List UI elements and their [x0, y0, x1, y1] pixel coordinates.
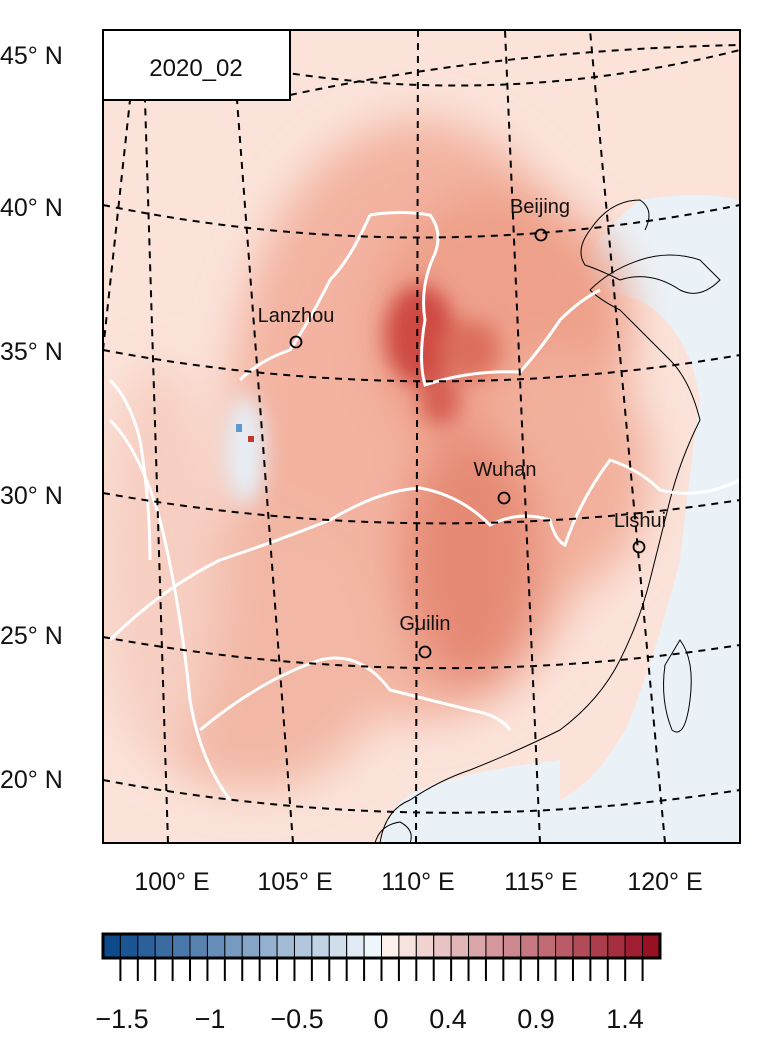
sea-area-south — [380, 760, 560, 843]
anomaly-cell — [248, 436, 254, 442]
sea-area — [560, 195, 740, 843]
coastline — [379, 199, 721, 843]
colorbar-bin — [206, 933, 226, 959]
city-label: Beijing — [510, 196, 570, 218]
hainan-island — [374, 821, 412, 843]
lat-label: 45° N — [0, 42, 63, 70]
city-label: Wuhan — [473, 459, 536, 481]
lat-label: 30° N — [0, 482, 63, 510]
cool-spot — [225, 395, 265, 505]
colorbar-bin — [102, 933, 121, 959]
colorbar-bin — [224, 933, 243, 959]
taiwan-island — [663, 639, 692, 733]
colorbar-bin — [172, 933, 191, 959]
colorbar-bin — [485, 933, 504, 959]
colorbar-bin — [589, 933, 609, 959]
colorbar-bin — [328, 933, 348, 959]
city-label: Lanzhou — [258, 305, 335, 327]
lat-label: 40° N — [0, 194, 63, 222]
city-marker — [289, 335, 303, 349]
city-marker — [534, 228, 548, 242]
colorbar-bin — [537, 933, 557, 959]
anomaly-field — [103, 120, 650, 790]
panel-label-box — [102, 29, 291, 101]
anomaly-cell — [236, 424, 242, 432]
colorbar-frame — [101, 932, 662, 960]
colorbar-bin — [450, 933, 470, 959]
lat-label: 20° N — [0, 766, 63, 794]
city-marker — [497, 491, 511, 505]
colorbar-tick-label: −1 — [194, 1004, 226, 1034]
colorbar-tick-label: −1.5 — [95, 1004, 149, 1034]
city-marker — [418, 645, 432, 659]
lon-label: 105° E — [257, 868, 333, 896]
colorbar-tick-label: 0.9 — [517, 1004, 555, 1034]
lat-label: 35° N — [0, 338, 63, 366]
colorbar-bin — [311, 933, 330, 959]
colorbar-bin — [502, 933, 522, 959]
colorbar-bin — [259, 933, 278, 959]
colorbar-bin — [241, 933, 261, 959]
map-frame — [102, 29, 741, 844]
colorbar-bin — [607, 933, 626, 959]
colorbar-bin — [381, 933, 400, 959]
colorbar-bin — [119, 933, 139, 959]
colorbar-bin — [642, 933, 661, 959]
colorbar-tick-label: 1.4 — [606, 1004, 644, 1034]
lat-label: 25° N — [0, 622, 63, 650]
city-label: Guilin — [399, 613, 450, 635]
colorbar-bin — [415, 933, 435, 959]
colorbar-bin — [137, 933, 156, 959]
colorbar — [101, 932, 662, 981]
colorbar-bin — [520, 933, 539, 959]
city-marker — [632, 540, 646, 554]
colorbar-bin — [346, 933, 365, 959]
lon-label: 115° E — [504, 868, 578, 896]
hotspot — [420, 375, 460, 425]
colorbar-bin — [363, 933, 382, 959]
colorbar-bin — [555, 933, 574, 959]
hotspot — [385, 285, 455, 385]
colorbar-bin — [433, 933, 452, 959]
colorbar-bin — [293, 933, 313, 959]
lon-label: 110° E — [381, 868, 455, 896]
colorbar-bin — [154, 933, 174, 959]
panel-label: 2020_02 — [149, 55, 242, 82]
colorbar-bin — [189, 933, 208, 959]
colorbar-bin — [398, 933, 417, 959]
colorbar-tick-label: 0 — [373, 1004, 389, 1034]
colorbar-bin — [572, 933, 591, 959]
colorbar-tick-label: 0.4 — [429, 1004, 467, 1034]
rivers — [108, 211, 740, 801]
colorbar-bin — [276, 933, 295, 959]
city-label: Lishui — [614, 510, 666, 532]
colorbar-tick-label: −0.5 — [270, 1004, 324, 1034]
lon-label: 120° E — [627, 868, 703, 896]
hotspot — [440, 320, 500, 380]
colorbar-bin — [624, 933, 644, 959]
colorbar-bin — [468, 933, 487, 959]
lon-label: 100° E — [134, 868, 210, 896]
